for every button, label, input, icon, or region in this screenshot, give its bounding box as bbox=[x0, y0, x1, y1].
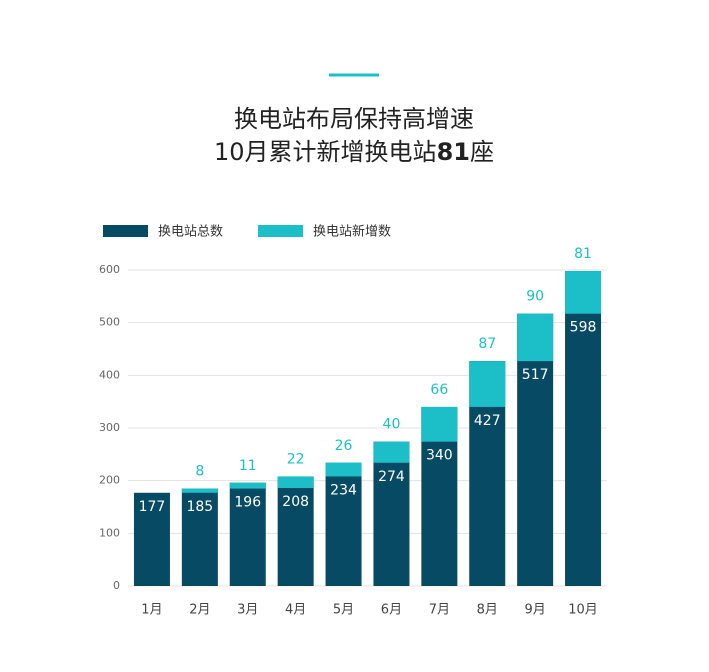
bar bbox=[325, 462, 362, 586]
value-label: 90 bbox=[526, 289, 544, 305]
value-label: 274 bbox=[378, 469, 405, 485]
x-tick-label: 3月 bbox=[237, 603, 258, 618]
bar-segment bbox=[373, 441, 410, 463]
bar-segment bbox=[469, 361, 506, 407]
value-label: 185 bbox=[186, 499, 213, 515]
subtitle-part: 10月累计新增换电站 bbox=[214, 138, 437, 166]
subtitle-number: 81 bbox=[437, 138, 470, 166]
value-label: 427 bbox=[474, 413, 501, 429]
bar-segment bbox=[229, 482, 266, 489]
chart-title: 换电站布局保持高增速 bbox=[234, 105, 474, 133]
bar-segment bbox=[181, 488, 218, 493]
value-label: 66 bbox=[430, 382, 448, 398]
legend-label: 换电站总数 bbox=[158, 225, 223, 240]
value-label: 208 bbox=[282, 494, 309, 510]
value-label: 340 bbox=[426, 448, 453, 464]
y-tick-label: 100 bbox=[99, 526, 120, 539]
value-label: 177 bbox=[139, 499, 166, 515]
bar bbox=[133, 492, 170, 586]
bar-segment bbox=[421, 406, 458, 442]
value-label: 87 bbox=[478, 336, 496, 352]
legend-label: 换电站新增数 bbox=[313, 224, 391, 240]
x-tick-label: 10月 bbox=[568, 603, 598, 618]
bar bbox=[181, 488, 218, 586]
x-tick-label: 1月 bbox=[141, 603, 162, 618]
bar bbox=[373, 441, 410, 586]
value-label: 81 bbox=[574, 246, 592, 262]
bar-segment bbox=[277, 476, 314, 489]
value-label: 196 bbox=[234, 495, 261, 511]
value-label: 26 bbox=[335, 438, 353, 454]
x-tick-label: 7月 bbox=[429, 603, 450, 618]
value-label: 598 bbox=[570, 320, 597, 336]
y-tick-label: 200 bbox=[99, 474, 120, 487]
bar bbox=[229, 482, 266, 586]
bar-segment bbox=[517, 313, 554, 362]
value-label: 40 bbox=[383, 417, 401, 433]
y-tick-label: 600 bbox=[99, 263, 120, 276]
value-label: 517 bbox=[522, 367, 549, 383]
chart-subtitle: 10月累计新增换电站81座 bbox=[214, 138, 494, 166]
y-tick-label: 300 bbox=[99, 421, 120, 434]
y-tick-label: 0 bbox=[113, 579, 120, 592]
x-tick-label: 4月 bbox=[285, 603, 306, 618]
legend-swatch bbox=[258, 225, 303, 237]
y-tick-label: 500 bbox=[99, 316, 120, 329]
y-tick-label: 400 bbox=[99, 368, 120, 381]
bar bbox=[277, 476, 314, 586]
bar bbox=[565, 271, 602, 586]
x-tick-label: 6月 bbox=[381, 603, 402, 618]
x-tick-label: 5月 bbox=[333, 603, 354, 618]
value-label: 8 bbox=[195, 464, 204, 480]
x-tick-label: 8月 bbox=[477, 603, 498, 618]
value-label: 234 bbox=[330, 482, 357, 498]
bar-segment bbox=[325, 462, 362, 477]
x-tick-label: 9月 bbox=[525, 603, 546, 618]
subtitle-part: 座 bbox=[470, 138, 494, 166]
value-label: 22 bbox=[287, 451, 305, 467]
x-tick-label: 2月 bbox=[189, 603, 210, 618]
bar-segment bbox=[565, 271, 602, 314]
value-label: 11 bbox=[239, 458, 257, 474]
legend-swatch bbox=[103, 225, 148, 237]
